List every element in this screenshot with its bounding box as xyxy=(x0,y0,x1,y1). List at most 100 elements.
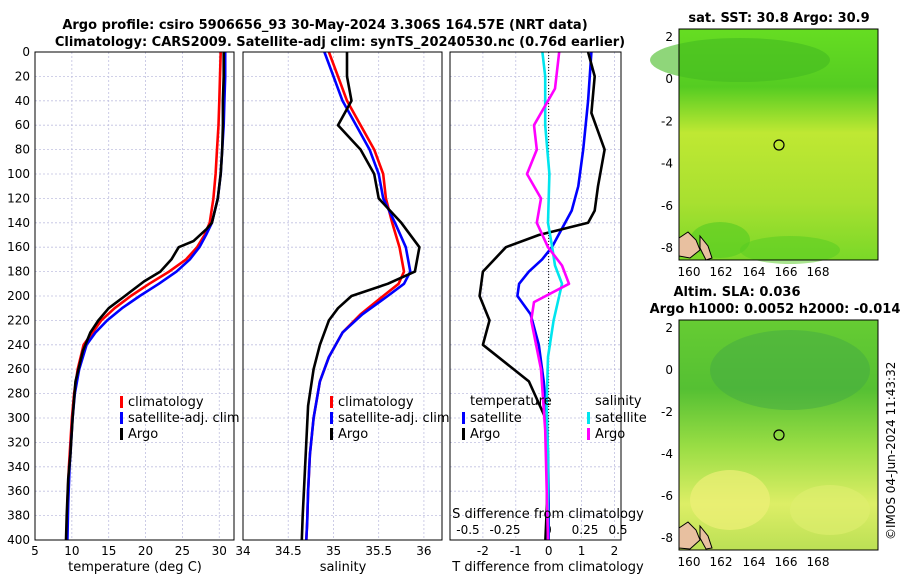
x-tick-label: -1 xyxy=(510,544,522,558)
map-y-tick-label: 0 xyxy=(665,363,673,377)
map-y-tick-label: -2 xyxy=(661,114,673,128)
legend-swatch-climatology xyxy=(120,396,123,408)
y-tick-label: 40 xyxy=(15,94,30,108)
difference-legend: temperature satellite Argo salinity sate… xyxy=(462,394,647,442)
sla-map-title: Altim. SLA: 0.036 xyxy=(674,285,801,300)
imos-timestamp: ©IMOS 04-Jun-2024 11:43:32 xyxy=(884,362,898,540)
y-tick-label: 320 xyxy=(7,435,30,449)
y-tick-label: 160 xyxy=(7,240,30,254)
map-x-tick-label: 162 xyxy=(710,555,733,569)
map-y-tick-label: 0 xyxy=(665,72,673,86)
series-line-satellite xyxy=(305,52,412,540)
sla-map-frame xyxy=(678,319,879,551)
y-tick-label: 240 xyxy=(7,338,30,352)
sla-high-patch xyxy=(790,485,870,535)
plot-frame xyxy=(242,51,443,541)
x-tick-label: 1 xyxy=(578,544,586,558)
salinity-panel: 34 34.5 35 35.5 36 xyxy=(235,51,443,558)
sla-high-patch xyxy=(690,470,770,530)
x-tick-label: 35 xyxy=(326,544,341,558)
figure-title-line-2: Climatology: CARS2009. Satellite-adj cli… xyxy=(55,35,625,50)
y-tick-label: 180 xyxy=(7,265,30,279)
sst-cool-patch xyxy=(650,38,830,82)
temperature-panel: 5 10 15 20 25 30 xyxy=(31,51,235,558)
y-tick-label: 60 xyxy=(15,118,30,132)
x2-tick-label: -0.5 xyxy=(456,523,479,537)
temperature-xlabel: temperature (deg C) xyxy=(68,560,202,575)
legend-swatch-s-argo xyxy=(587,428,590,440)
y-tick-label: 120 xyxy=(7,191,30,205)
legend-label-argo: Argo xyxy=(128,427,158,442)
x-tick-label: 25 xyxy=(175,544,190,558)
series-group xyxy=(64,52,227,540)
x-tick-label: 5 xyxy=(31,544,39,558)
y-tick-label: 200 xyxy=(7,289,30,303)
x-tick-label: 20 xyxy=(138,544,153,558)
legend-swatch-t-argo xyxy=(462,428,465,440)
y-tick-label: 220 xyxy=(7,313,30,327)
y-tick-label: 100 xyxy=(7,167,30,181)
map-x-tick-label: 160 xyxy=(678,265,701,279)
map-x-tick-label: 168 xyxy=(807,265,830,279)
y-tick-label: 20 xyxy=(15,69,30,83)
plot-frame xyxy=(449,51,622,541)
x-tick-label: 35.5 xyxy=(365,544,392,558)
legend-swatch-t-satellite xyxy=(462,412,465,424)
legend-label-s-argo: Argo xyxy=(595,427,625,442)
map-x-tick-label: 162 xyxy=(710,265,733,279)
x2-tick-label: 0.5 xyxy=(608,523,627,537)
sla-map-subtitle: Argo h1000: 0.0052 h2000: -0.014 xyxy=(650,302,900,317)
sla-map-ticks: 160 162 164 166 168 2 0 -2 -4 -6 -8 xyxy=(661,321,829,569)
series-line-argo xyxy=(64,52,225,540)
map-y-tick-label: 2 xyxy=(665,30,673,44)
x-tick-label: 36 xyxy=(416,544,431,558)
y-tick-label: 380 xyxy=(7,509,30,523)
x-tick-label: -2 xyxy=(477,544,489,558)
difference-x2label: S difference from climatology xyxy=(452,507,644,522)
x-tick-label: 2 xyxy=(611,544,619,558)
map-x-tick-label: 164 xyxy=(743,555,766,569)
y-tick-label: 0 xyxy=(22,45,30,59)
map-y-tick-label: -4 xyxy=(661,157,673,171)
legend-label-s-satellite: satellite xyxy=(595,411,647,426)
map-y-tick-label: -6 xyxy=(661,199,673,213)
series-line-s-argo xyxy=(525,52,571,540)
map-y-tick-label: -8 xyxy=(661,531,673,545)
x-tick-label: 0 xyxy=(545,544,553,558)
map-y-tick-label: 2 xyxy=(665,321,673,335)
legend-label-satellite: satellite-adj. clim xyxy=(338,411,450,426)
series-line-s-satellite xyxy=(541,52,564,540)
series-line-argo xyxy=(300,52,421,540)
sst-cool-patch xyxy=(740,236,840,264)
y-tick-label: 140 xyxy=(7,216,30,230)
map-x-tick-label: 160 xyxy=(678,555,701,569)
depth-axis-ticks: 0 20 40 60 80 100 120 140 160 180 200 220 240 260 280 3… xyxy=(7,45,30,547)
sst-map-ticks: 160 162 164 166 168 2 0 -2 -4 -6 -8 xyxy=(661,30,829,279)
legend-label-argo: Argo xyxy=(338,427,368,442)
series-group xyxy=(300,52,421,540)
legend-label-climatology: climatology xyxy=(338,395,414,410)
salinity-legend: climatology satellite-adj. clim Argo xyxy=(330,395,450,442)
x2-tick-label: -0.25 xyxy=(489,523,520,537)
y-tick-label: 400 xyxy=(7,533,30,547)
map-x-tick-label: 164 xyxy=(743,265,766,279)
legend-header-salinity: salinity xyxy=(595,394,642,409)
x-tick-label: 34.5 xyxy=(275,544,302,558)
argo-location-marker xyxy=(773,429,785,441)
y-tick-label: 80 xyxy=(15,143,30,157)
map-y-tick-label: -2 xyxy=(661,405,673,419)
difference-xlabel: T difference from climatology xyxy=(451,560,644,575)
map-y-tick-label: -8 xyxy=(661,241,673,255)
legend-swatch-argo xyxy=(330,428,333,440)
y-tick-label: 260 xyxy=(7,362,30,376)
sla-low-patch xyxy=(710,330,870,410)
temperature-legend: climatology satellite-adj. clim Argo xyxy=(120,395,240,442)
legend-label-climatology: climatology xyxy=(128,395,204,410)
land-coast xyxy=(699,234,713,261)
legend-swatch-climatology xyxy=(330,396,333,408)
map-x-tick-label: 166 xyxy=(775,555,798,569)
x-tick-label: 34 xyxy=(235,544,250,558)
sla-map xyxy=(678,319,879,551)
legend-swatch-satellite xyxy=(330,412,333,424)
